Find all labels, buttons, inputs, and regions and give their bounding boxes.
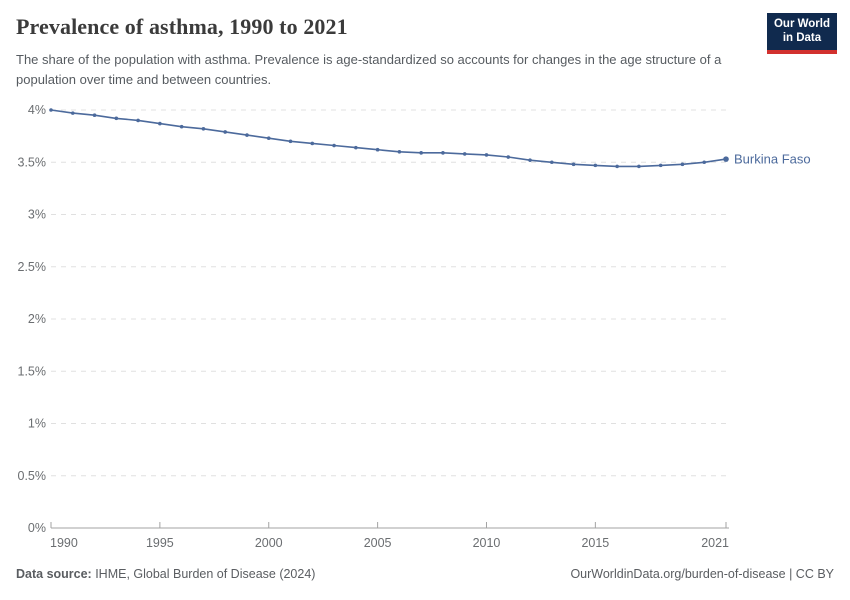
data-point xyxy=(615,164,619,169)
data-point xyxy=(550,160,554,165)
data-point xyxy=(441,151,445,155)
data-point xyxy=(49,108,53,112)
data-point xyxy=(528,158,532,162)
y-axis-tick-label: 1% xyxy=(28,417,46,431)
owid-logo: Our World in Data xyxy=(766,13,837,54)
data-point xyxy=(419,151,423,155)
y-axis-tick-label: 4% xyxy=(28,103,46,117)
footer-license: CC BY xyxy=(795,567,834,581)
plot-area[interactable] xyxy=(51,110,726,528)
data-point xyxy=(179,124,184,129)
data-line xyxy=(50,109,727,168)
series-label: Burkina Faso xyxy=(734,152,811,167)
data-point xyxy=(136,118,140,123)
data-point xyxy=(266,136,271,141)
data-point xyxy=(484,153,489,157)
x-axis-tick-label: 1990 xyxy=(50,536,78,550)
owid-logo-line2: in Data xyxy=(782,31,822,44)
data-point xyxy=(114,116,119,121)
data-point xyxy=(70,111,75,115)
x-axis-tick-label: 2010 xyxy=(473,536,501,550)
footer-url[interactable]: OurWorldinData.org/burden-of-disease xyxy=(570,567,786,581)
data-point xyxy=(245,133,249,137)
data-point xyxy=(332,143,336,148)
data-point xyxy=(354,145,358,150)
data-point xyxy=(637,164,641,169)
y-axis-tick-label: 2% xyxy=(28,312,46,326)
data-point xyxy=(702,160,707,165)
x-axis-tick-label: 2000 xyxy=(255,536,283,550)
data-point xyxy=(506,155,511,159)
x-axis-tick-label: 1995 xyxy=(146,536,174,550)
footer-separator: | xyxy=(785,567,796,581)
footer-attribution: OurWorldinData.org/burden-of-disease | C… xyxy=(570,567,834,581)
data-point xyxy=(310,141,315,146)
data-point xyxy=(680,162,685,167)
owid-logo-line1: Our World xyxy=(773,18,830,30)
chart-subtitle: The share of the population with asthma.… xyxy=(16,52,722,88)
y-axis-tick-label: 3.5% xyxy=(18,155,47,169)
data-point xyxy=(593,163,598,168)
data-point xyxy=(375,147,380,152)
data-point xyxy=(158,121,162,126)
data-point xyxy=(723,156,729,162)
y-axis-tick-label: 0% xyxy=(28,521,46,535)
y-axis-tick-label: 0.5% xyxy=(18,469,47,483)
data-source: Data source: IHME, Global Burden of Dise… xyxy=(16,567,315,581)
x-axis-tick-label: 2015 xyxy=(581,536,609,550)
data-point xyxy=(571,162,576,167)
data-point xyxy=(92,113,97,118)
y-axis-tick-label: 2.5% xyxy=(18,260,47,274)
data-point xyxy=(201,127,206,131)
data-point xyxy=(397,150,402,154)
data-source-value: IHME, Global Burden of Disease (2024) xyxy=(91,567,316,581)
data-point xyxy=(288,139,293,144)
data-point xyxy=(462,152,467,156)
y-axis-tick-label: 3% xyxy=(28,208,46,222)
data-source-label: Data source: xyxy=(16,567,92,581)
data-point xyxy=(223,130,227,134)
x-axis-tick-label: 2021 xyxy=(701,536,729,550)
chart-title: Prevalence of asthma, 1990 to 2021 xyxy=(16,14,348,39)
x-axis-tick-label: 2005 xyxy=(364,536,392,550)
chart-footer: Data source: IHME, Global Burden of Dise… xyxy=(16,567,834,581)
y-axis-tick-label: 1.5% xyxy=(18,364,47,378)
data-point xyxy=(658,163,663,168)
